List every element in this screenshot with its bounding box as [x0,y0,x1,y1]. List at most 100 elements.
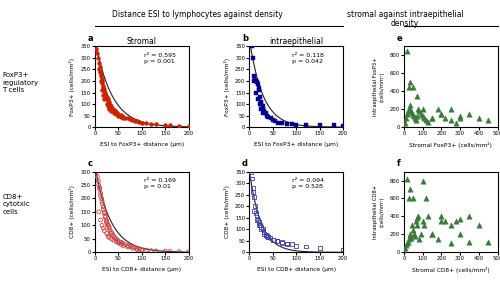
Point [112,239,120,244]
Point [278,240,286,245]
Point [413,223,421,228]
Point [418,178,426,183]
Y-axis label: Intraepithelial FoxP3+
(cells/mm²): Intraepithelial FoxP3+ (cells/mm²) [373,57,384,116]
Point [94,210,102,214]
Point [434,107,442,112]
Y-axis label: CD8+ (cells/mm²): CD8+ (cells/mm²) [224,185,230,238]
Point [269,117,277,122]
Point [422,118,430,122]
X-axis label: Stromal FoxP3+ (cells/mm²): Stromal FoxP3+ (cells/mm²) [410,142,492,148]
Point [92,46,100,51]
Point [100,226,108,230]
Point [446,118,454,122]
X-axis label: ESI to FoxP3+ distance (µm): ESI to FoxP3+ distance (µm) [100,142,184,147]
Point [118,241,126,245]
Point [402,48,410,53]
Point [410,232,418,237]
Point [404,237,412,241]
Point [257,106,265,111]
Point [102,95,110,99]
Point [119,243,127,248]
Point [108,231,116,236]
Point [456,114,464,119]
Point [278,240,286,244]
Point [136,247,143,251]
Point [98,202,106,206]
Point [114,238,122,242]
Point [255,86,263,90]
Point [104,223,112,228]
Point [116,113,124,117]
Point [255,222,263,227]
Point [108,230,116,234]
Point [263,234,271,238]
Point [254,218,262,222]
Point [119,115,127,119]
Point [161,249,169,253]
Point [114,111,122,116]
Point [416,232,424,237]
Point [110,235,118,240]
Point [404,107,412,112]
Point [250,79,258,83]
Point [274,238,281,243]
Point [138,247,146,252]
Point [100,86,108,90]
Point [412,219,420,223]
Point [283,241,291,246]
Point [256,95,264,99]
Point [110,109,118,113]
Point [98,76,106,81]
Point [142,248,150,253]
Point [339,124,347,128]
Point [96,70,104,74]
Point [106,228,114,233]
Point [288,122,296,127]
Point [441,116,449,120]
Point [412,118,420,122]
Point [260,109,268,113]
Point [475,116,483,120]
Point [251,204,259,209]
Point [257,99,265,104]
Point [466,111,473,116]
Point [253,80,261,84]
Point [274,120,281,125]
Point [456,232,464,237]
Point [114,112,122,117]
Point [446,241,454,246]
Text: Distance ESI to lymphocytes against density: Distance ESI to lymphocytes against dens… [112,10,283,19]
Point [105,224,113,229]
Point [100,97,108,102]
Point [254,97,262,102]
Point [124,244,132,249]
Point [257,224,265,229]
Point [152,122,160,127]
Point [262,233,270,237]
Point [248,44,256,49]
Point [152,249,160,253]
Point [438,219,446,223]
Point [414,214,422,219]
Point [104,104,112,109]
Point [98,88,106,93]
Point [251,77,259,82]
Point [133,246,141,251]
Point [110,238,118,242]
Point [247,169,255,174]
Point [266,116,274,121]
Text: r² = 0.094
p = 0.528: r² = 0.094 p = 0.528 [292,178,324,189]
Point [257,102,265,106]
Text: r² = 0.169
p = 0.01: r² = 0.169 p = 0.01 [144,178,176,189]
Point [94,56,102,60]
Point [252,79,260,83]
Point [292,122,300,127]
Point [96,187,104,191]
Point [138,248,146,253]
Point [96,193,104,198]
Point [122,116,130,120]
Point [441,219,449,223]
Point [408,223,416,228]
Point [264,235,272,240]
Point [413,216,421,220]
